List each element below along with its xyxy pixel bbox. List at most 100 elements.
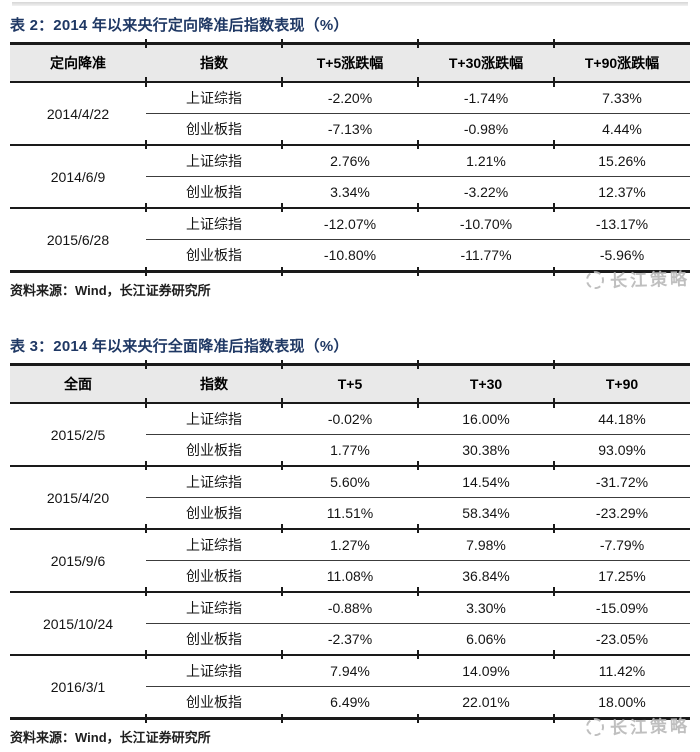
value-cell: 6.06% [466, 631, 506, 647]
value-cell: -10.70% [417, 204, 554, 240]
table-row: 创业板指 -10.80% -11.77% -5.96% [10, 239, 690, 276]
value-cell: -13.17% [553, 204, 690, 240]
value-cell: -2.20% [281, 78, 418, 114]
index-cell: 上证综指 [145, 462, 282, 498]
value-cell: 44.18% [553, 399, 690, 435]
value-cell: 11.08% [326, 568, 374, 584]
table-row: 创业板指 1.77% 30.38% 93.09% [10, 435, 690, 467]
index-cell: 上证综指 [145, 588, 282, 624]
column-header: T+5 [281, 361, 418, 409]
table-row: 2016/3/1 上证综指 7.94% 14.09% 11.42% [10, 651, 690, 720]
column-header: 全面 [10, 363, 146, 404]
value-cell: 1.27% [281, 525, 418, 561]
index-cell: 创业板指 [186, 121, 242, 137]
value-cell: 7.94% [281, 651, 418, 687]
value-cell: 1.77% [330, 442, 370, 458]
column-header: 定向降准 [10, 42, 146, 83]
date-cell: 2015/4/20 [10, 465, 146, 529]
index-cell: 上证综指 [145, 525, 282, 561]
table-row: 2014/6/9 上证综指 2.76% 1.21% 15.26% [10, 141, 690, 208]
value-cell: -5.96% [553, 239, 690, 276]
index-cell: 创业板指 [145, 686, 282, 723]
value-cell: -7.13% [327, 121, 373, 137]
value-cell: 11.51% [326, 505, 374, 521]
date-cell: 2015/6/28 [10, 207, 146, 273]
value-cell: -2.37% [327, 631, 373, 647]
table-2-title: 表 2：2014 年以来央行定向降准后指数表现（%） [10, 17, 349, 34]
column-header: T+30涨跌幅 [417, 40, 554, 88]
header-row: 全面 指数 T+5 T+30 T+90 [10, 361, 690, 409]
value-cell: 12.37% [598, 184, 646, 200]
table-row: 2014/4/22 上证综指 -2.20% -1.74% 7.33% [10, 78, 690, 145]
value-cell: -3.22% [463, 184, 509, 200]
value-cell: -12.07% [281, 204, 418, 240]
table-3-title: 表 3：2014 年以来央行全面降准后指数表现（%） [10, 338, 349, 355]
column-header: T+90 [553, 361, 690, 409]
column-header: T+5涨跌幅 [281, 40, 418, 88]
value-cell: 93.09% [598, 442, 646, 458]
index-cell: 上证综指 [145, 141, 282, 177]
value-cell: -10.80% [281, 239, 418, 276]
column-header: T+30 [417, 361, 554, 409]
changjiang-logo-icon [585, 717, 605, 736]
value-cell: 5.60% [281, 462, 418, 498]
table-2-footer: 资料来源：Wind，长江证券研究所 长江策略 [10, 270, 690, 305]
value-cell: -23.05% [595, 631, 649, 647]
value-cell: -23.29% [595, 505, 649, 521]
table-row: 2015/10/24 上证综指 -0.88% 3.30% -15.09% [10, 588, 690, 655]
table-row: 创业板指 -7.13% -0.98% 4.44% [10, 114, 690, 146]
value-cell: 7.33% [553, 78, 690, 114]
value-cell: 11.42% [553, 651, 690, 687]
table-row: 2015/2/5 上证综指 -0.02% 16.00% 44.18% [10, 399, 690, 466]
table-3-footer: 资料来源：Wind，长江证券研究所 长江策略 [10, 717, 690, 752]
value-cell: -0.88% [281, 588, 418, 624]
value-cell: 14.09% [417, 651, 554, 687]
value-cell: 36.84% [462, 568, 510, 584]
watermark-label: 长江策略 [609, 716, 691, 738]
value-cell: -1.74% [417, 78, 554, 114]
index-cell: 上证综指 [145, 204, 282, 240]
date-cell: 2015/2/5 [10, 402, 146, 466]
header-row: 定向降准 指数 T+5涨跌幅 T+30涨跌幅 T+90涨跌幅 [10, 40, 690, 88]
date-cell: 2016/3/1 [10, 654, 146, 720]
value-cell: -31.72% [553, 462, 690, 498]
index-cell: 上证综指 [145, 78, 282, 114]
value-cell: 4.44% [602, 121, 642, 137]
changjiang-strategy-watermark: 长江策略 [585, 712, 691, 740]
changjiang-logo-icon [585, 270, 605, 289]
value-cell: 16.00% [417, 399, 554, 435]
table-row: 2015/4/20 上证综指 5.60% 14.54% -31.72% [10, 462, 690, 529]
date-cell: 2015/10/24 [10, 591, 146, 655]
table-row: 2015/6/28 上证综指 -12.07% -10.70% -13.17% [10, 204, 690, 273]
table-row: 创业板指 11.51% 58.34% -23.29% [10, 498, 690, 530]
value-cell: 58.34% [462, 505, 510, 521]
value-cell: -0.02% [281, 399, 418, 435]
value-cell: 14.54% [417, 462, 554, 498]
table-2-section: 表 2：2014 年以来央行定向降准后指数表现（%） 定向降准 指数 T+5涨跌幅 T… [10, 14, 690, 305]
value-cell: 7.98% [417, 525, 554, 561]
value-cell: -7.79% [553, 525, 690, 561]
source-note: 资料来源：Wind，长江证券研究所 [10, 730, 211, 745]
value-cell: 22.01% [417, 686, 554, 723]
value-cell: 1.21% [417, 141, 554, 177]
targeted-rrr-cut-table: 定向降准 指数 T+5涨跌幅 T+30涨跌幅 T+90涨跌幅 2014/4/22 上证综指 -… [10, 40, 690, 276]
table-row: 创业板指 3.34% -3.22% 12.37% [10, 177, 690, 209]
source-note: 资料来源：Wind，长江证券研究所 [10, 283, 211, 298]
index-cell: 创业板指 [186, 631, 242, 647]
date-cell: 2015/9/6 [10, 528, 146, 592]
column-header: 指数 [145, 361, 282, 409]
index-cell: 创业板指 [186, 505, 242, 521]
changjiang-strategy-watermark: 长江策略 [585, 265, 691, 293]
value-cell: 2.76% [281, 141, 418, 177]
value-cell: 30.38% [462, 442, 510, 458]
value-cell: 6.49% [281, 686, 418, 723]
broad-rrr-cut-table: 全面 指数 T+5 T+30 T+90 2015/2/5 上证综指 -0.02% 16.00% 4… [10, 361, 690, 723]
value-cell: 17.25% [598, 568, 646, 584]
index-cell: 创业板指 [186, 184, 242, 200]
index-cell: 创业板指 [145, 239, 282, 276]
date-cell: 2014/6/9 [10, 144, 146, 208]
value-cell: -0.98% [463, 121, 509, 137]
watermark-label: 长江策略 [609, 269, 691, 291]
table-row: 创业板指 -2.37% 6.06% -23.05% [10, 624, 690, 656]
